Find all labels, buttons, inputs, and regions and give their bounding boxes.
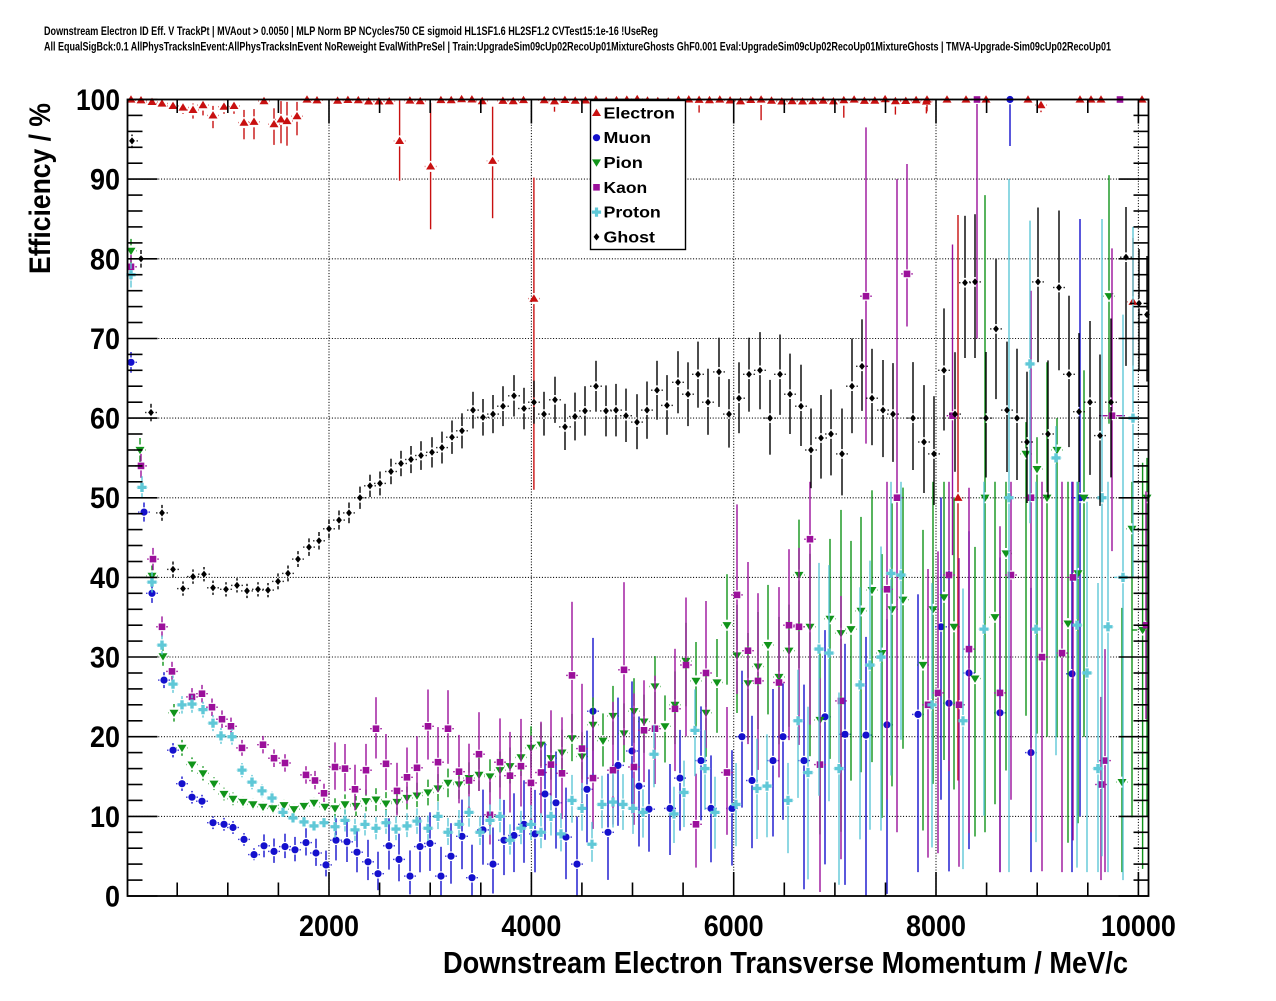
svg-text:90: 90 xyxy=(90,164,120,197)
svg-text:All EqualSigBck:0.1 AllPhysTra: All EqualSigBck:0.1 AllPhysTracksInEvent… xyxy=(44,42,1111,54)
svg-text:Electron: Electron xyxy=(604,105,675,122)
svg-text:20: 20 xyxy=(90,721,120,754)
svg-text:10: 10 xyxy=(90,801,120,834)
svg-text:80: 80 xyxy=(90,243,120,276)
svg-text:Efficiency / %: Efficiency / % xyxy=(24,103,57,274)
svg-text:Muon: Muon xyxy=(604,130,652,147)
svg-text:Downstream Electron ID Eff. V: Downstream Electron ID Eff. V TrackPt | … xyxy=(44,26,658,38)
svg-text:60: 60 xyxy=(90,403,120,436)
svg-text:40: 40 xyxy=(90,562,120,595)
svg-text:2000: 2000 xyxy=(299,910,359,943)
svg-text:100: 100 xyxy=(76,84,120,117)
svg-text:Ghost: Ghost xyxy=(604,229,656,246)
svg-text:Proton: Proton xyxy=(604,205,661,222)
svg-text:6000: 6000 xyxy=(704,910,764,943)
svg-text:4000: 4000 xyxy=(501,910,561,943)
svg-text:Downstream Electron Transverse: Downstream Electron Transverse Momentum … xyxy=(443,945,1128,980)
svg-text:Pion: Pion xyxy=(604,155,643,172)
svg-text:8000: 8000 xyxy=(906,910,966,943)
svg-text:0: 0 xyxy=(105,881,120,914)
svg-text:70: 70 xyxy=(90,323,120,356)
svg-text:Kaon: Kaon xyxy=(604,180,648,197)
svg-text:30: 30 xyxy=(90,642,120,675)
svg-text:10000: 10000 xyxy=(1101,910,1176,943)
svg-text:50: 50 xyxy=(90,482,120,515)
